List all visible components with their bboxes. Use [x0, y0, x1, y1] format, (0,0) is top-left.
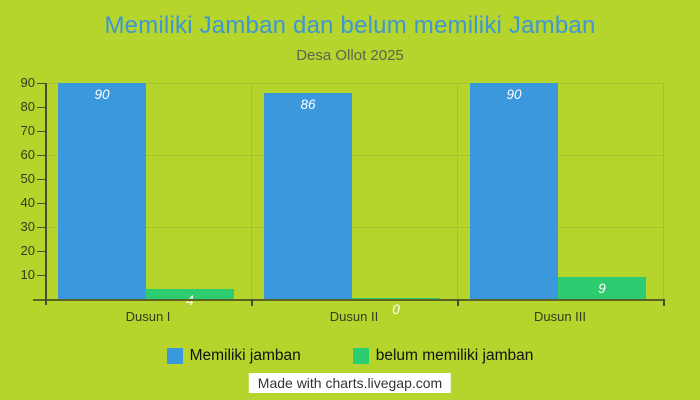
x-axis-line: [33, 299, 663, 301]
x-axis-tick: [663, 299, 665, 306]
y-axis-label: 30: [20, 219, 35, 234]
legend-label-memiliki-jamban: Memiliki jamban: [189, 347, 301, 364]
legend-swatch-blue: [166, 347, 183, 364]
chart-title: Memiliki Jamban dan belum memiliki Jamba…: [104, 12, 596, 39]
bar-belum-memiliki-jamban-dusun-iii: [558, 277, 646, 299]
y-axis-tick: [37, 251, 45, 252]
bar-belum-memiliki-jamban-dusun-ii: [352, 297, 440, 299]
y-axis-label: 90: [20, 75, 35, 90]
y-axis-tick: [37, 203, 45, 204]
y-axis-tick: [37, 107, 45, 108]
bar-value-label: 86: [300, 96, 316, 112]
chart-subtitle: Desa Ollot 2025: [296, 47, 404, 64]
y-axis-label: 60: [20, 147, 35, 162]
gridline-horizontal: [45, 155, 663, 156]
gridline-vertical: [457, 83, 458, 299]
x-axis-label: Dusun I: [125, 309, 171, 324]
bar-value-label: 0: [392, 301, 400, 317]
y-axis-label: 80: [20, 99, 35, 114]
bar-value-label: 90: [506, 87, 522, 102]
gridline-vertical: [251, 83, 252, 299]
y-axis-tick: [37, 275, 45, 276]
bar-memiliki-jamban-dusun-i: [58, 83, 146, 299]
legend-swatch-green: [352, 347, 369, 364]
bar-value-label: 9: [598, 281, 606, 297]
legend-label-belum-memiliki-jamban: belum memiliki jamban: [375, 347, 534, 364]
y-axis-label: 20: [20, 243, 35, 258]
y-axis-tick: [37, 131, 45, 132]
y-axis-tick: [37, 179, 45, 180]
gridline-vertical: [663, 83, 664, 299]
y-axis-tick: [37, 155, 45, 156]
y-axis-tick: [37, 227, 45, 228]
credit-text: Made with charts.livegap.com: [257, 375, 443, 391]
bar-belum-memiliki-jamban-dusun-i: [146, 289, 234, 299]
x-axis-label: Dusun II: [329, 309, 379, 324]
legend: Memiliki jamban belum memiliki jamban: [0, 347, 700, 364]
legend-item-memiliki-jamban[interactable]: Memiliki jamban: [166, 347, 301, 364]
y-axis-label: 50: [20, 171, 35, 186]
x-axis-label: Dusun III: [533, 309, 587, 324]
gridline-horizontal: [45, 227, 663, 228]
y-axis-label: 70: [20, 123, 35, 138]
x-axis-tick: [457, 299, 459, 306]
bar-value-label: 90: [94, 87, 110, 102]
x-axis-tick: [251, 299, 253, 306]
y-axis-line: [45, 83, 47, 305]
y-axis-label: 10: [20, 267, 35, 282]
legend-item-belum-memiliki-jamban[interactable]: belum memiliki jamban: [352, 347, 534, 364]
credit-badge[interactable]: Made with charts.livegap.com: [248, 373, 452, 393]
bar-memiliki-jamban-dusun-iii: [470, 83, 558, 299]
bar-memiliki-jamban-dusun-ii: [264, 92, 352, 299]
gridline-horizontal: [45, 83, 663, 84]
y-axis-label: 40: [20, 195, 35, 210]
y-axis-tick: [37, 83, 45, 84]
